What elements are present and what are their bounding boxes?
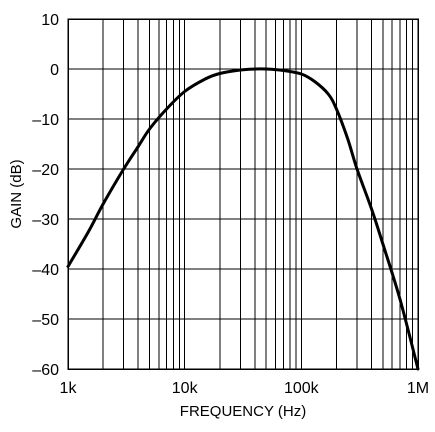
y-tick-label: –60 [32, 362, 59, 379]
y-tick-label: –40 [32, 262, 59, 279]
x-tick-label: 10k [172, 380, 199, 397]
x-tick-label: 1M [407, 380, 429, 397]
y-tick-label: –10 [32, 112, 59, 129]
series-layer [66, 67, 420, 371]
y-tick-labels: 10 0 –10 –20 –30 –40 –50 –60 [32, 12, 59, 379]
x-tick-labels: 1k 10k 100k 1M [60, 380, 430, 397]
y-tick-label: –20 [32, 162, 59, 179]
gain-curve [66, 67, 420, 371]
x-tick-label: 100k [284, 380, 320, 397]
x-axis-title: FREQUENCY (Hz) [180, 403, 306, 420]
grid [67, 18, 418, 370]
y-tick-label: –50 [32, 312, 59, 329]
plot-frame [67, 18, 419, 370]
x-tick-label: 1k [60, 380, 78, 397]
y-tick-label: 0 [50, 62, 59, 79]
y-axis-title: GAIN (dB) [8, 159, 25, 228]
y-tick-label: 10 [41, 12, 59, 29]
y-tick-label: –30 [32, 212, 59, 229]
